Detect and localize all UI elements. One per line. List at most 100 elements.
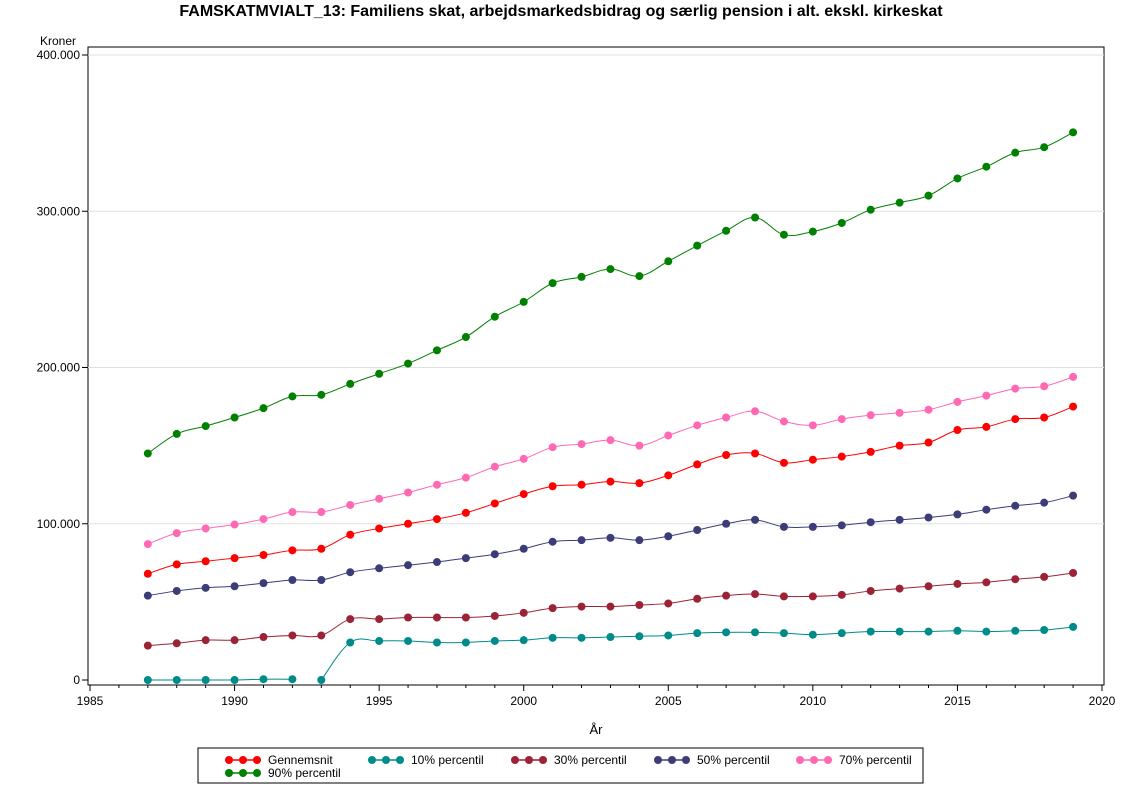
legend-marker [396,756,404,764]
data-point [779,230,788,239]
legend-label: 10% percentil [411,753,484,767]
data-point [288,546,297,555]
data-point [866,205,875,214]
data-point [664,471,673,480]
data-point [317,544,326,553]
data-point [924,405,933,414]
data-point [519,454,528,463]
data-point [808,592,817,601]
data-point [1069,372,1078,381]
legend-marker [525,756,533,764]
data-point [635,601,644,609]
data-point [519,297,528,306]
data-point [606,477,615,486]
data-point [953,174,962,183]
legend-item: 10% percentil [368,753,484,767]
data-point [722,226,731,235]
data-point [317,390,326,399]
legend-marker [668,756,676,764]
legend-label: 50% percentil [697,753,770,767]
series-line [147,678,293,681]
data-point [230,520,239,529]
legend-marker [225,756,233,764]
legend [197,747,924,784]
data-point [837,521,846,530]
legend-label: 30% percentil [554,753,627,767]
data-point [808,227,817,236]
data-point [779,417,788,426]
data-point [230,582,239,591]
data-point [779,592,788,601]
data-point [693,421,702,430]
legend-marker [654,756,662,764]
data-point [201,422,210,431]
data-point [722,628,731,637]
series-line [147,495,1074,597]
data-point [1040,143,1049,152]
data-point [577,272,586,281]
data-point [461,613,470,622]
data-point [201,676,210,684]
data-point [606,436,615,445]
series-layer [143,128,1078,684]
data-point [1011,415,1020,424]
x-tick-label: 2000 [510,694,537,708]
data-point [1040,626,1049,634]
data-point [751,213,760,222]
data-point [837,452,846,461]
data-point [404,613,413,622]
data-point [1069,491,1078,500]
data-point [259,515,268,524]
legend-marker [539,756,547,764]
data-point [953,626,962,635]
data-point [375,369,384,378]
data-point [953,397,962,406]
data-point [143,449,152,458]
data-point [432,638,441,647]
data-point [1011,501,1020,510]
data-point [693,241,702,250]
data-point [346,530,355,539]
data-point [751,407,760,416]
data-point [722,413,731,422]
data-point [866,586,875,595]
data-point [751,590,760,599]
x-tick-label: 1985 [77,694,104,708]
data-point [461,333,470,342]
y-axis-label: Kroner [40,34,76,48]
data-point [143,540,152,549]
data-point [230,676,239,684]
legend-marker [796,756,804,764]
data-point [404,488,413,497]
x-axis: 1985 1990 1995 2000 2005 2010 2015 2020 [77,685,1116,708]
data-point [288,576,297,584]
legend-marker [682,756,690,764]
legend-marker [239,756,247,764]
data-point [201,636,210,645]
data-point [1011,575,1020,584]
data-point [317,676,326,684]
plot-area [87,46,1105,686]
data-point [895,441,904,450]
data-point [288,508,297,517]
data-point [548,279,557,288]
grid-lines [88,54,1104,525]
data-point [866,518,875,527]
data-point [982,422,991,431]
legend-marker [253,769,261,777]
data-point [172,429,181,438]
y-tick-label: 300.000 [37,204,81,218]
data-point [519,544,528,553]
data-point [895,198,904,207]
data-point [172,676,181,684]
data-point [866,627,875,636]
data-point [490,312,499,321]
data-point [172,586,181,595]
data-point [808,630,817,639]
data-point [259,675,268,684]
legend-marker [382,756,390,764]
data-point [172,560,181,569]
data-point [751,449,760,458]
data-point [751,628,760,637]
